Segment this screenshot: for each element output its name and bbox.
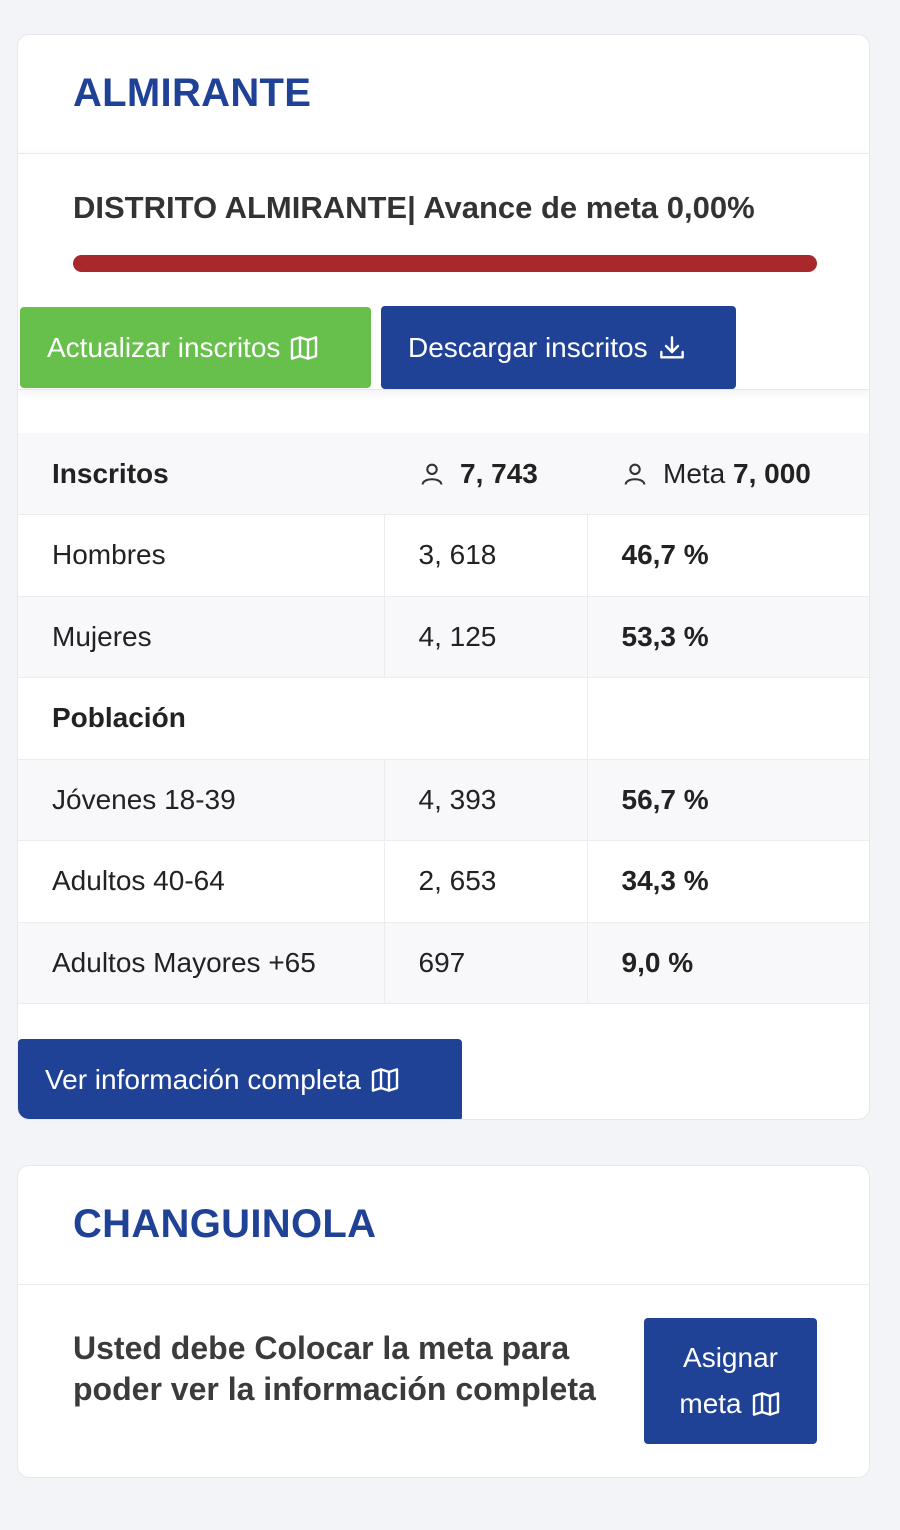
update-enrolled-label: Actualizar inscritos xyxy=(47,331,281,363)
download-enrolled-button[interactable]: Descargar inscritos xyxy=(381,306,736,389)
row-percent: 9,0 % xyxy=(586,922,869,1004)
progress-panel: DISTRITO ALMIRANTE| Avance de meta 0,00%… xyxy=(18,153,869,390)
card-divider xyxy=(18,1284,869,1285)
assign-goal-label-line1: Asignar xyxy=(683,1342,778,1373)
assign-goal-button[interactable]: Asignar meta xyxy=(644,1318,817,1444)
row-label: Hombres xyxy=(52,539,166,571)
row-percent: 56,7 % xyxy=(586,759,869,841)
row-label: Jóvenes 18-39 xyxy=(52,783,236,815)
row-count: 4, 393 xyxy=(383,759,587,841)
table-row: Adultos Mayores +65 697 9,0 % xyxy=(18,922,869,1004)
row-count: 4, 125 xyxy=(383,596,587,678)
table-row: Mujeres 4, 125 53,3 % xyxy=(18,596,869,678)
row-label: Adultos 40-64 xyxy=(52,865,225,897)
row-percent: 34,3 % xyxy=(586,840,869,922)
map-icon xyxy=(371,1068,399,1092)
row-label: Mujeres xyxy=(52,620,152,652)
user-icon xyxy=(624,463,646,485)
district-title: CHANGUINOLA xyxy=(73,1202,377,1246)
row-percent: 53,3 % xyxy=(586,596,869,678)
set-goal-message: Usted debe Colocar la meta para poder ve… xyxy=(73,1330,596,1407)
download-enrolled-label: Descargar inscritos xyxy=(408,331,648,363)
row-count: 2, 653 xyxy=(383,840,587,922)
goal-prefix: Meta xyxy=(663,457,726,489)
update-enrolled-button[interactable]: Actualizar inscritos xyxy=(20,307,371,388)
download-icon xyxy=(659,335,684,359)
district-card-changuinola: CHANGUINOLA Usted debe Colocar la meta p… xyxy=(17,1165,870,1478)
district-card-almirante: ALMIRANTE DISTRITO ALMIRANTE| Avance de … xyxy=(17,34,870,1120)
enrollment-table: Inscritos 7, 743 Meta 7, 000 Hombres 3, … xyxy=(18,433,869,1004)
user-icon xyxy=(421,463,443,485)
population-section-row: Población xyxy=(18,677,869,759)
progress-bar xyxy=(73,255,817,272)
map-icon xyxy=(752,1392,779,1416)
header-label: Inscritos xyxy=(52,457,169,489)
table-header-row: Inscritos 7, 743 Meta 7, 000 xyxy=(18,433,869,515)
goal-value: 7, 000 xyxy=(733,457,811,489)
table-row: Hombres 3, 618 46,7 % xyxy=(18,514,869,596)
row-count: 697 xyxy=(383,922,587,1004)
row-label: Adultos Mayores +65 xyxy=(52,946,316,978)
table-row: Adultos 40-64 2, 653 34,3 % xyxy=(18,840,869,922)
view-full-info-button[interactable]: Ver información completa xyxy=(18,1039,462,1119)
map-icon xyxy=(291,335,318,360)
row-count: 3, 618 xyxy=(383,514,587,596)
table-row: Jóvenes 18-39 4, 393 56,7 % xyxy=(18,759,869,841)
assign-goal-label-line2: meta xyxy=(679,1388,742,1419)
district-title: ALMIRANTE xyxy=(73,71,312,115)
view-full-info-label: Ver información completa xyxy=(45,1064,361,1095)
progress-label: DISTRITO ALMIRANTE| Avance de meta 0,00% xyxy=(73,190,755,225)
row-percent: 46,7 % xyxy=(586,514,869,596)
total-enrolled: 7, 743 xyxy=(460,457,538,489)
population-header: Población xyxy=(52,702,186,734)
